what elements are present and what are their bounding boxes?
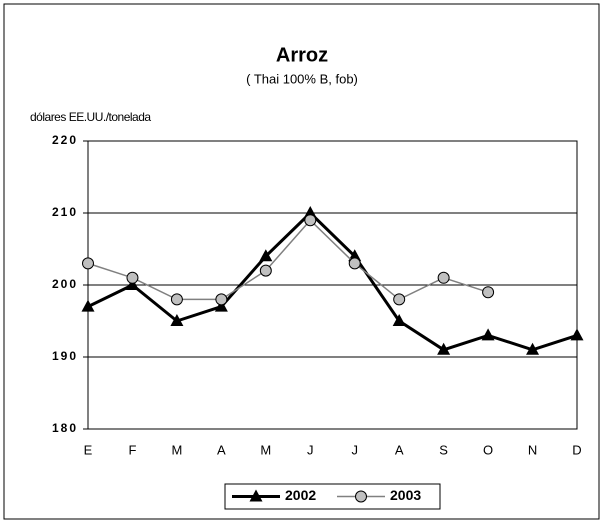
marker <box>215 293 228 306</box>
y-axis-label: dólares EE.UU./tonelada <box>30 110 151 124</box>
x-tick-label: A <box>395 442 404 457</box>
chart-title: Arroz <box>276 44 328 66</box>
marker <box>392 314 406 326</box>
x-tick-label: S <box>439 442 448 457</box>
marker <box>437 342 451 355</box>
marker <box>126 271 139 284</box>
marker <box>393 293 406 306</box>
marker <box>214 299 228 312</box>
marker <box>482 286 495 299</box>
marker <box>348 257 361 270</box>
marker <box>125 278 139 290</box>
marker <box>259 249 273 262</box>
y-tick-label: 220 <box>52 133 78 147</box>
x-tick-label: J <box>307 442 314 457</box>
marker <box>249 489 263 502</box>
marker <box>348 249 362 262</box>
y-tick-label: 210 <box>52 205 78 219</box>
marker <box>437 271 450 284</box>
x-tick-label: M <box>171 442 182 457</box>
chart-border <box>3 3 600 520</box>
marker <box>355 490 367 503</box>
marker <box>304 214 317 227</box>
series-line <box>87 219 489 301</box>
marker <box>481 328 495 341</box>
legend-label: 2003 <box>390 487 421 503</box>
y-tick-label: 190 <box>52 349 78 363</box>
marker <box>259 264 272 277</box>
y-tick-label: 180 <box>52 421 78 435</box>
x-tick-label: M <box>260 442 271 457</box>
x-tick-label: N <box>528 442 537 457</box>
marker <box>570 328 584 341</box>
legend-label: 2002 <box>285 487 316 503</box>
marker <box>170 293 183 306</box>
series-line <box>87 210 578 352</box>
x-tick-label: J <box>351 442 358 457</box>
marker <box>303 206 317 218</box>
x-tick-label: O <box>483 442 493 457</box>
marker <box>526 342 540 355</box>
x-tick-label: A <box>217 442 226 457</box>
marker <box>170 314 184 326</box>
marker <box>82 257 94 270</box>
plot-border <box>87 140 578 430</box>
chart-subtitle: ( Thai 100% B, fob) <box>246 71 358 86</box>
x-tick-label: E <box>84 442 93 457</box>
x-tick-label: F <box>128 442 136 457</box>
y-tick-label: 200 <box>52 277 78 291</box>
marker <box>81 299 95 312</box>
x-tick-label: D <box>572 442 581 457</box>
